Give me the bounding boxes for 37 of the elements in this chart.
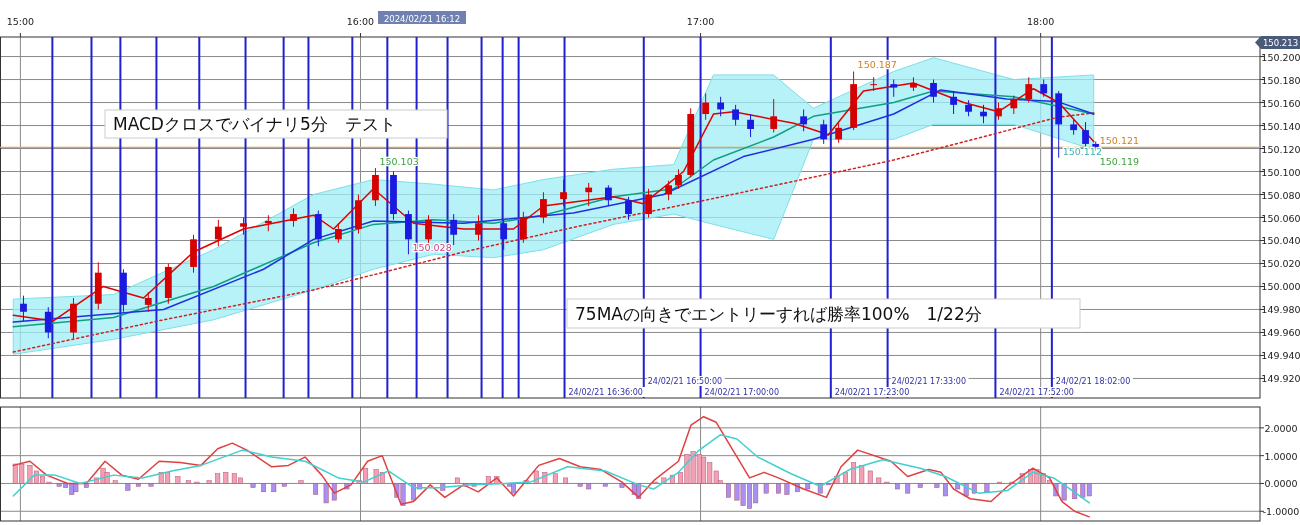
- y-tick-label: 2.0000: [1264, 422, 1298, 434]
- annotation: 24/02/21 17:33:00: [891, 377, 967, 386]
- y-tick-label: 150.040: [1261, 235, 1300, 247]
- annotation: 24/02/21 16:36:00: [568, 388, 643, 397]
- annotation: 150.121: [1099, 135, 1140, 147]
- annotation: 150.112: [1062, 145, 1102, 157]
- y-tick-label: -1.0000: [1262, 506, 1300, 518]
- y-tick-label: 0.0000: [1264, 478, 1298, 490]
- y-tick-label: 149.960: [1261, 327, 1300, 339]
- annotation: MACDクロスでバイナリ5分 テスト: [113, 114, 396, 134]
- text: 150.213: [1262, 38, 1299, 48]
- y-tick-label: 149.920: [1261, 373, 1300, 385]
- y-tick-label: 150.200: [1261, 51, 1300, 63]
- y-tick-label: 150.140: [1261, 120, 1300, 132]
- y-tick-label: 149.940: [1261, 350, 1300, 362]
- y-tick-label: 1.0000: [1264, 450, 1298, 462]
- y-tick-label: 150.020: [1261, 258, 1300, 270]
- annotation: 150.119: [1099, 155, 1140, 167]
- annotation: 24/02/21 17:23:00: [834, 388, 910, 397]
- x-tick-label: 17:00: [686, 16, 715, 27]
- annotation: 75MAの向きでエントリーすれば勝率100% 1/22分: [575, 304, 982, 324]
- y-tick-label: 150.160: [1261, 97, 1300, 109]
- y-tick-label: 150.080: [1261, 189, 1300, 201]
- y-tick-label: 150.120: [1261, 143, 1300, 155]
- y-tick-label: 150.060: [1261, 212, 1300, 224]
- x-tick-label: 16:00: [346, 16, 375, 27]
- x-tick-label: 18:00: [1026, 16, 1055, 27]
- annotation: 24/02/21 16:50:00: [647, 377, 723, 386]
- annotation: 24/02/21 17:00:00: [704, 388, 779, 397]
- y-tick-label: 150.000: [1261, 281, 1300, 293]
- y-tick-label: 149.980: [1261, 304, 1300, 316]
- text: 2024/02/21 16:12: [383, 14, 461, 24]
- y-tick-label: 150.180: [1261, 74, 1300, 86]
- annotation: 24/02/21 17:52:00: [999, 388, 1074, 397]
- y-tick-label: 150.100: [1261, 166, 1300, 178]
- x-tick-label: 15:00: [6, 16, 35, 27]
- annotation: 24/02/21 18:02:00: [1055, 377, 1131, 386]
